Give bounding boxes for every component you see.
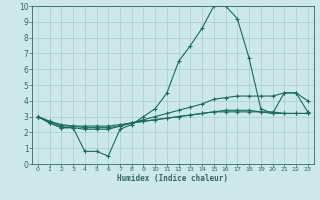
X-axis label: Humidex (Indice chaleur): Humidex (Indice chaleur): [117, 174, 228, 183]
